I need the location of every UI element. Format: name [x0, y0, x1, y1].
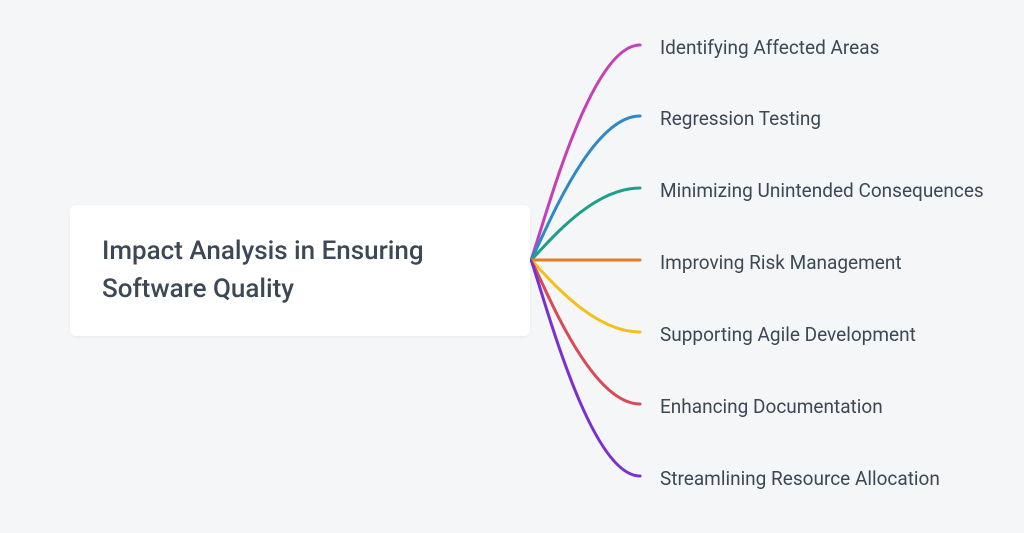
branch-label-0: Identifying Affected Areas: [660, 36, 879, 59]
branch-label-5: Enhancing Documentation: [660, 395, 883, 418]
branch-label-3: Improving Risk Management: [660, 251, 902, 274]
connector-2: [530, 188, 640, 260]
connector-5: [530, 260, 640, 404]
branch-label-4: Supporting Agile Development: [660, 323, 916, 346]
connector-1: [530, 116, 640, 260]
central-node: Impact Analysis in Ensuring Software Qua…: [70, 205, 530, 336]
connector-6: [530, 260, 640, 476]
branch-label-1: Regression Testing: [660, 107, 821, 130]
connector-0: [530, 45, 640, 260]
branch-label-6: Streamlining Resource Allocation: [660, 467, 940, 490]
connector-4: [530, 260, 640, 332]
branch-label-2: Minimizing Unintended Consequences: [660, 179, 984, 202]
